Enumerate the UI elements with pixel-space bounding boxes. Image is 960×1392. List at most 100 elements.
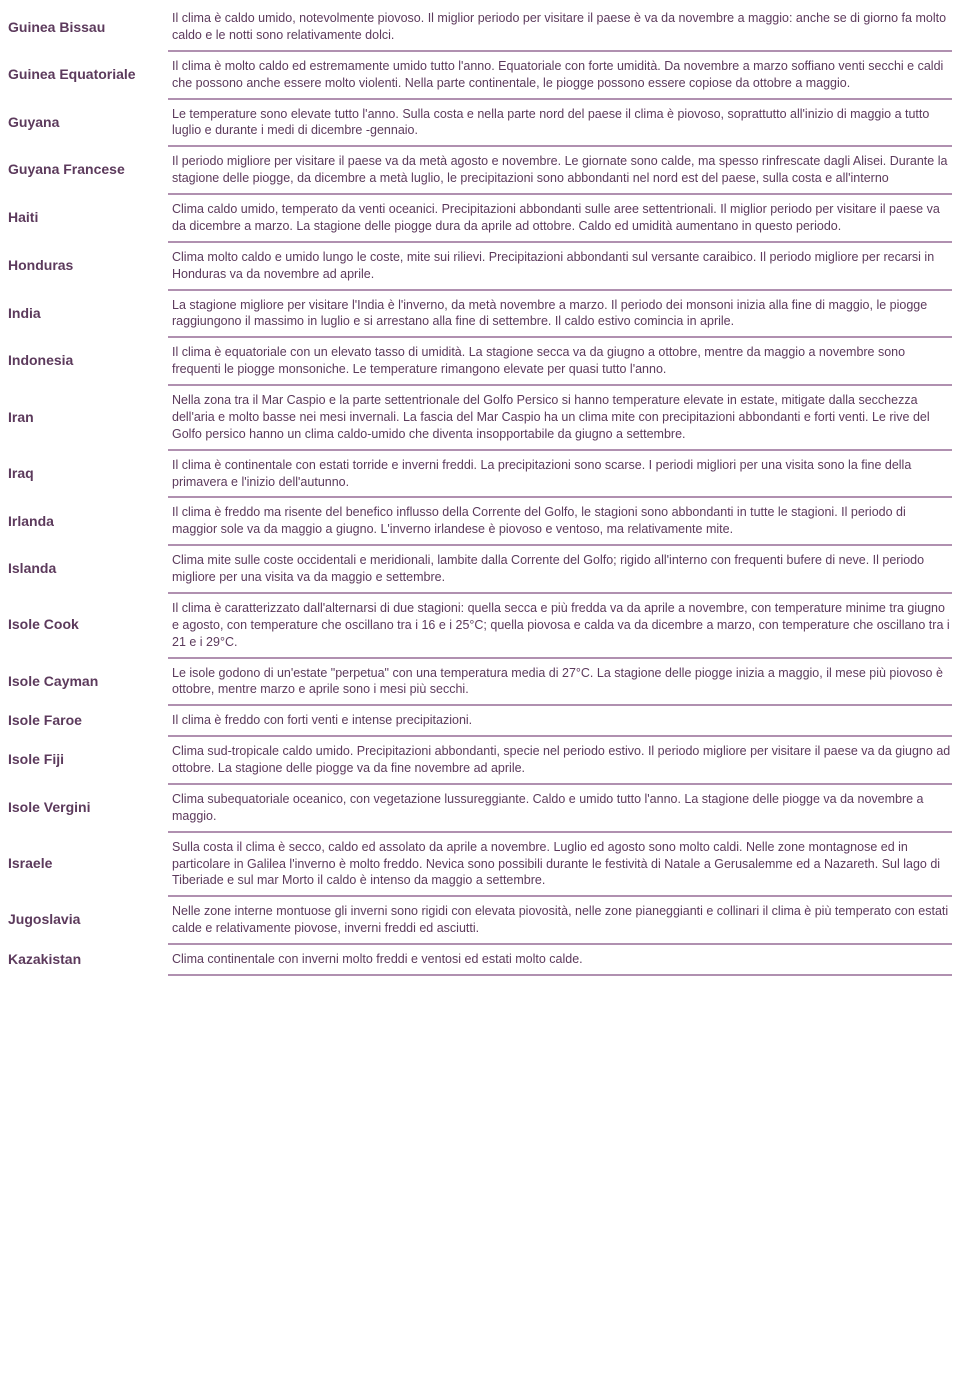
country-name: Iraq	[8, 465, 162, 483]
description-cell: Le temperature sono elevate tutto l'anno…	[168, 99, 952, 147]
country-name: Honduras	[8, 257, 162, 275]
table-row: Haiti Clima caldo umido, temperato da ven…	[8, 194, 952, 242]
country-cell: Haiti	[8, 194, 168, 242]
description-cell: Clima subequatoriale oceanico, con veget…	[168, 784, 952, 832]
country-name: Indonesia	[8, 352, 162, 370]
description-cell: Il clima è freddo con forti venti e inte…	[168, 705, 952, 736]
country-cell: Isole Fiji	[8, 736, 168, 784]
country-cell: Guyana	[8, 99, 168, 147]
country-cell: Isole Vergini	[8, 784, 168, 832]
country-cell: Guinea Equatoriale	[8, 51, 168, 99]
table-row: Israele Sulla costa il clima è secco, cal…	[8, 832, 952, 897]
table-row: Jugoslavia Nelle zone interne montuose gl…	[8, 896, 952, 944]
description-cell: Clima molto caldo e umido lungo le coste…	[168, 242, 952, 290]
country-name: Jugoslavia	[8, 911, 162, 929]
table-row: Indonesia Il clima è equatoriale con un e…	[8, 337, 952, 385]
table-row: Iran Nella zona tra il Mar Caspio e la pa…	[8, 385, 952, 450]
table-row: Isole Cayman Le isole godono di un'estate…	[8, 658, 952, 706]
country-cell: Iran	[8, 385, 168, 450]
country-name: Isole Cook	[8, 616, 162, 634]
climate-table: Guinea Bissau Il clima è caldo umido, not…	[8, 4, 952, 976]
description-cell: Le isole godono di un'estate "perpetua" …	[168, 658, 952, 706]
description-cell: Il clima è caldo umido, notevolmente pio…	[168, 4, 952, 51]
description-cell: Il clima è continentale con estati torri…	[168, 450, 952, 498]
table-row: Guinea Bissau Il clima è caldo umido, not…	[8, 4, 952, 51]
description-cell: Il clima è molto caldo ed estremamente u…	[168, 51, 952, 99]
table-row: India La stagione migliore per visitare l…	[8, 290, 952, 338]
country-name: Irlanda	[8, 513, 162, 531]
climate-description: Il periodo migliore per visitare il paes…	[172, 153, 952, 187]
climate-description: Il clima è freddo ma risente del benefic…	[172, 504, 952, 538]
climate-description: Le isole godono di un'estate "perpetua" …	[172, 665, 952, 699]
climate-description: Nelle zone interne montuose gli inverni …	[172, 903, 952, 937]
country-cell: Kazakistan	[8, 944, 168, 975]
climate-description: Nella zona tra il Mar Caspio e la parte …	[172, 392, 952, 443]
country-name: Guyana Francese	[8, 161, 162, 179]
description-cell: Nelle zone interne montuose gli inverni …	[168, 896, 952, 944]
country-cell: Israele	[8, 832, 168, 897]
climate-description: Il clima è caldo umido, notevolmente pio…	[172, 10, 952, 44]
country-name: India	[8, 305, 162, 323]
table-row: Irlanda Il clima è freddo ma risente del …	[8, 497, 952, 545]
country-cell: Jugoslavia	[8, 896, 168, 944]
table-row: Islanda Clima mite sulle coste occidental…	[8, 545, 952, 593]
table-row: Isole Cook Il clima è caratterizzato dall…	[8, 593, 952, 658]
country-name: Isole Faroe	[8, 712, 162, 730]
description-cell: Nella zona tra il Mar Caspio e la parte …	[168, 385, 952, 450]
country-name: Islanda	[8, 560, 162, 578]
country-cell: Isole Cayman	[8, 658, 168, 706]
country-cell: Islanda	[8, 545, 168, 593]
description-cell: Clima continentale con inverni molto fre…	[168, 944, 952, 975]
climate-description: Clima caldo umido, temperato da venti oc…	[172, 201, 952, 235]
country-name: Iran	[8, 409, 162, 427]
country-name: Guinea Equatoriale	[8, 66, 162, 84]
table-row: Kazakistan Clima continentale con inverni…	[8, 944, 952, 975]
table-row: Isole Vergini Clima subequatoriale oceani…	[8, 784, 952, 832]
climate-description: Il clima è equatoriale con un elevato ta…	[172, 344, 952, 378]
country-cell: Irlanda	[8, 497, 168, 545]
table-row: Iraq Il clima è continentale con estati t…	[8, 450, 952, 498]
country-cell: Isole Faroe	[8, 705, 168, 736]
country-name: Isole Vergini	[8, 799, 162, 817]
table-row: Guyana Le temperature sono elevate tutto …	[8, 99, 952, 147]
climate-description: Il clima è continentale con estati torri…	[172, 457, 952, 491]
table-row: Isole Fiji Clima sud-tropicale caldo umid…	[8, 736, 952, 784]
table-row: Guinea Equatoriale Il clima è molto caldo…	[8, 51, 952, 99]
country-name: Guinea Bissau	[8, 19, 162, 37]
climate-description: Clima mite sulle coste occidentali e mer…	[172, 552, 952, 586]
climate-description: Clima molto caldo e umido lungo le coste…	[172, 249, 952, 283]
climate-description: Clima subequatoriale oceanico, con veget…	[172, 791, 952, 825]
description-cell: Il clima è equatoriale con un elevato ta…	[168, 337, 952, 385]
country-name: Isole Cayman	[8, 673, 162, 691]
country-cell: Isole Cook	[8, 593, 168, 658]
climate-description: La stagione migliore per visitare l'Indi…	[172, 297, 952, 331]
country-cell: Honduras	[8, 242, 168, 290]
description-cell: Il clima è caratterizzato dall'alternars…	[168, 593, 952, 658]
description-cell: La stagione migliore per visitare l'Indi…	[168, 290, 952, 338]
description-cell: Clima caldo umido, temperato da venti oc…	[168, 194, 952, 242]
country-cell: Guyana Francese	[8, 146, 168, 194]
table-row: Guyana Francese Il periodo migliore per v…	[8, 146, 952, 194]
description-cell: Clima mite sulle coste occidentali e mer…	[168, 545, 952, 593]
climate-description: Clima continentale con inverni molto fre…	[172, 951, 952, 968]
climate-description: Il clima è freddo con forti venti e inte…	[172, 712, 952, 729]
description-cell: Sulla costa il clima è secco, caldo ed a…	[168, 832, 952, 897]
climate-description: Le temperature sono elevate tutto l'anno…	[172, 106, 952, 140]
climate-description: Il clima è caratterizzato dall'alternars…	[172, 600, 952, 651]
country-cell: Iraq	[8, 450, 168, 498]
country-cell: Guinea Bissau	[8, 4, 168, 51]
description-cell: Il clima è freddo ma risente del benefic…	[168, 497, 952, 545]
climate-description: Il clima è molto caldo ed estremamente u…	[172, 58, 952, 92]
country-name: Israele	[8, 855, 162, 873]
description-cell: Clima sud-tropicale caldo umido. Precipi…	[168, 736, 952, 784]
country-name: Kazakistan	[8, 951, 162, 969]
table-row: Honduras Clima molto caldo e umido lungo …	[8, 242, 952, 290]
climate-description: Clima sud-tropicale caldo umido. Precipi…	[172, 743, 952, 777]
table-row: Isole Faroe Il clima è freddo con forti v…	[8, 705, 952, 736]
climate-description: Sulla costa il clima è secco, caldo ed a…	[172, 839, 952, 890]
country-name: Isole Fiji	[8, 751, 162, 769]
country-name: Haiti	[8, 209, 162, 227]
country-name: Guyana	[8, 114, 162, 132]
country-cell: India	[8, 290, 168, 338]
country-cell: Indonesia	[8, 337, 168, 385]
